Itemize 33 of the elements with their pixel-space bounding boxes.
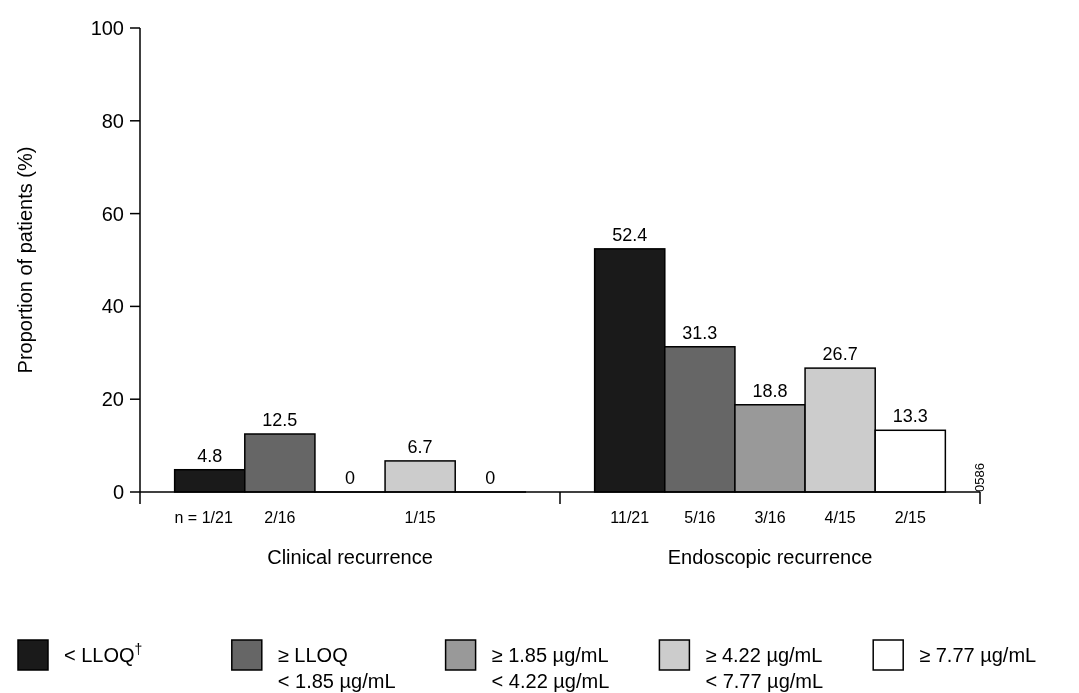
data-label: 6.7 bbox=[407, 436, 433, 457]
text: 2/16 bbox=[264, 509, 296, 526]
y-tick-label: 0 bbox=[112, 481, 124, 503]
legend-label: ≥ 4.22 µg/mL < 7.77 µg/mL bbox=[705, 644, 824, 692]
annotation: 0586 bbox=[972, 463, 987, 492]
text: 1/15 bbox=[404, 509, 436, 526]
data-label: 12.5 bbox=[262, 410, 298, 430]
text: 2/15 bbox=[894, 509, 926, 526]
text: 5/16 bbox=[684, 509, 716, 526]
y-tick-label: 20 bbox=[101, 388, 124, 411]
y-tick-label: 60 bbox=[101, 202, 124, 225]
data-label: 26.7 bbox=[822, 344, 858, 365]
legend-label: ≥ 1.85 µg/mL < 4.22 µg/mL bbox=[491, 644, 610, 692]
y-axis-title: Proportion of patients (%) bbox=[14, 146, 36, 374]
text: 3/16 bbox=[754, 509, 786, 526]
data-label: 13.3 bbox=[892, 406, 928, 427]
y-tick-label: 40 bbox=[101, 295, 124, 318]
data-label: 52.4 bbox=[612, 224, 648, 245]
y-tick-label: 80 bbox=[101, 109, 124, 132]
legend-label: ≥ 7.77 µg/mL bbox=[919, 644, 1037, 666]
data-label: 0 bbox=[485, 468, 496, 488]
data-label: 0 bbox=[344, 468, 356, 488]
text: 11/21 bbox=[610, 509, 650, 526]
x-tick-label: Clinical recurrence bbox=[267, 546, 433, 568]
text: n = 1/21 bbox=[174, 509, 233, 526]
y-tick-label: 100 bbox=[90, 17, 124, 39]
data-label: 18.8 bbox=[752, 380, 788, 401]
legend-label: ≥ LLOQ < 1.85 µg/mL bbox=[277, 644, 396, 692]
x-tick-label: Endoscopic recurrence bbox=[667, 546, 873, 568]
legend-label: < LLOQ$^{†}$ bbox=[64, 641, 143, 666]
text: 4/15 bbox=[824, 509, 856, 526]
data-label: 4.8 bbox=[197, 445, 223, 466]
data-label: 31.3 bbox=[682, 322, 718, 343]
